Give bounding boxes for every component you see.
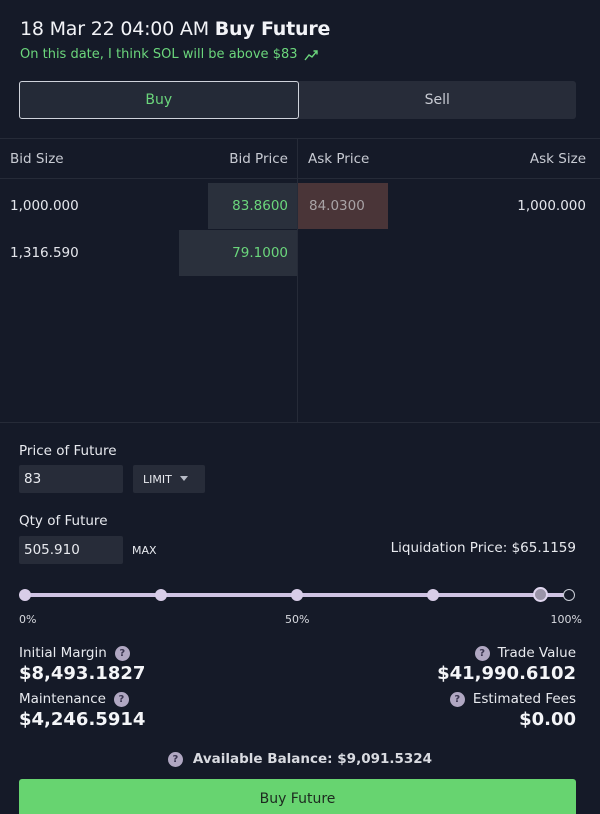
slider-step[interactable]	[155, 589, 167, 601]
slider-handle[interactable]	[533, 587, 548, 602]
trade-value-value: $41,990.6102	[437, 663, 576, 684]
available-balance: ? Available Balance: $9,091.5324	[0, 751, 600, 767]
bid-size[interactable]: 1,000.000	[10, 198, 79, 214]
qty-input[interactable]: 505.910	[19, 536, 123, 564]
slider-step[interactable]	[291, 589, 303, 601]
sell-tab[interactable]: Sell	[424, 92, 450, 108]
bid-price[interactable]: 79.1000	[232, 245, 288, 261]
book-row: 1,000.000 83.8600 84.0300 1,000.000	[0, 183, 600, 229]
trend-up-icon	[303, 49, 318, 60]
maintenance-label: Maintenance ?	[19, 691, 129, 707]
ask-price-header: Ask Price	[308, 151, 370, 167]
page-title: 18 Mar 22 04:00 AM Buy Future	[20, 18, 580, 40]
help-icon[interactable]: ?	[114, 645, 130, 661]
buy-future-button[interactable]: Buy Future	[19, 779, 576, 814]
initial-margin-text: Initial Margin	[19, 645, 107, 661]
estimated-fees-text: Estimated Fees	[472, 691, 576, 707]
book-row: 1,316.590 79.1000	[0, 230, 600, 276]
price-label: Price of Future	[19, 443, 117, 459]
price-input[interactable]: 83	[19, 465, 123, 493]
ask-depth-bar	[298, 183, 388, 229]
ask-price[interactable]: 84.0300	[309, 198, 365, 214]
slider-step[interactable]	[427, 589, 439, 601]
order-book: Bid Size Bid Price Ask Price Ask Size 1,…	[0, 138, 600, 423]
help-icon[interactable]: ?	[449, 691, 465, 707]
maintenance-value: $4,246.5914	[19, 709, 146, 730]
header: 18 Mar 22 04:00 AM Buy Future On this da…	[20, 18, 580, 62]
initial-margin-label: Initial Margin ?	[19, 645, 130, 661]
bid-price-header: Bid Price	[229, 151, 288, 167]
title-action: Buy Future	[214, 18, 331, 40]
qty-label: Qty of Future	[19, 513, 108, 529]
slider-tick-label: 0%	[19, 613, 37, 626]
order-type-select[interactable]: LIMIT	[133, 465, 205, 493]
bid-size-header: Bid Size	[10, 151, 64, 167]
bid-size[interactable]: 1,316.590	[10, 245, 79, 261]
bid-depth-bar	[208, 183, 297, 229]
prediction-subtitle: On this date, I think SOL will be above …	[20, 47, 580, 62]
bid-price[interactable]: 83.8600	[232, 198, 288, 214]
ask-size-header: Ask Size	[529, 151, 586, 167]
side-toggle: Buy Sell	[19, 81, 576, 119]
bid-depth-bar	[179, 230, 297, 276]
subtitle-text: On this date, I think SOL will be above …	[20, 47, 298, 62]
initial-margin-value: $8,493.1827	[19, 663, 146, 684]
liquidation-price: Liquidation Price: $65.1159	[390, 540, 576, 556]
chevron-down-icon	[179, 476, 188, 481]
maintenance-text: Maintenance	[19, 691, 106, 707]
estimated-fees-label: ? Estimated Fees	[449, 691, 576, 707]
help-icon[interactable]: ?	[113, 691, 129, 707]
slider-tick-label: 50%	[285, 613, 310, 626]
balance-text: Available Balance: $9,091.5324	[192, 751, 433, 767]
slider-step[interactable]	[19, 589, 31, 601]
order-book-header: Bid Size Bid Price Ask Price Ask Size	[0, 139, 600, 179]
max-button[interactable]: MAX	[132, 544, 157, 557]
ask-size[interactable]: 1,000.000	[517, 198, 586, 214]
estimated-fees-value: $0.00	[519, 709, 576, 730]
book-divider	[297, 139, 298, 422]
order-type-value: LIMIT	[143, 473, 172, 486]
help-icon[interactable]: ?	[167, 751, 183, 767]
help-icon[interactable]: ?	[474, 645, 490, 661]
slider-tick-label: 100%	[550, 613, 582, 626]
title-date: 18 Mar 22 04:00 AM	[20, 18, 209, 40]
trade-value-label: ? Trade Value	[474, 645, 576, 661]
trade-value-text: Trade Value	[497, 645, 576, 661]
slider-step[interactable]	[563, 589, 575, 601]
buy-tab[interactable]: Buy	[19, 81, 299, 119]
